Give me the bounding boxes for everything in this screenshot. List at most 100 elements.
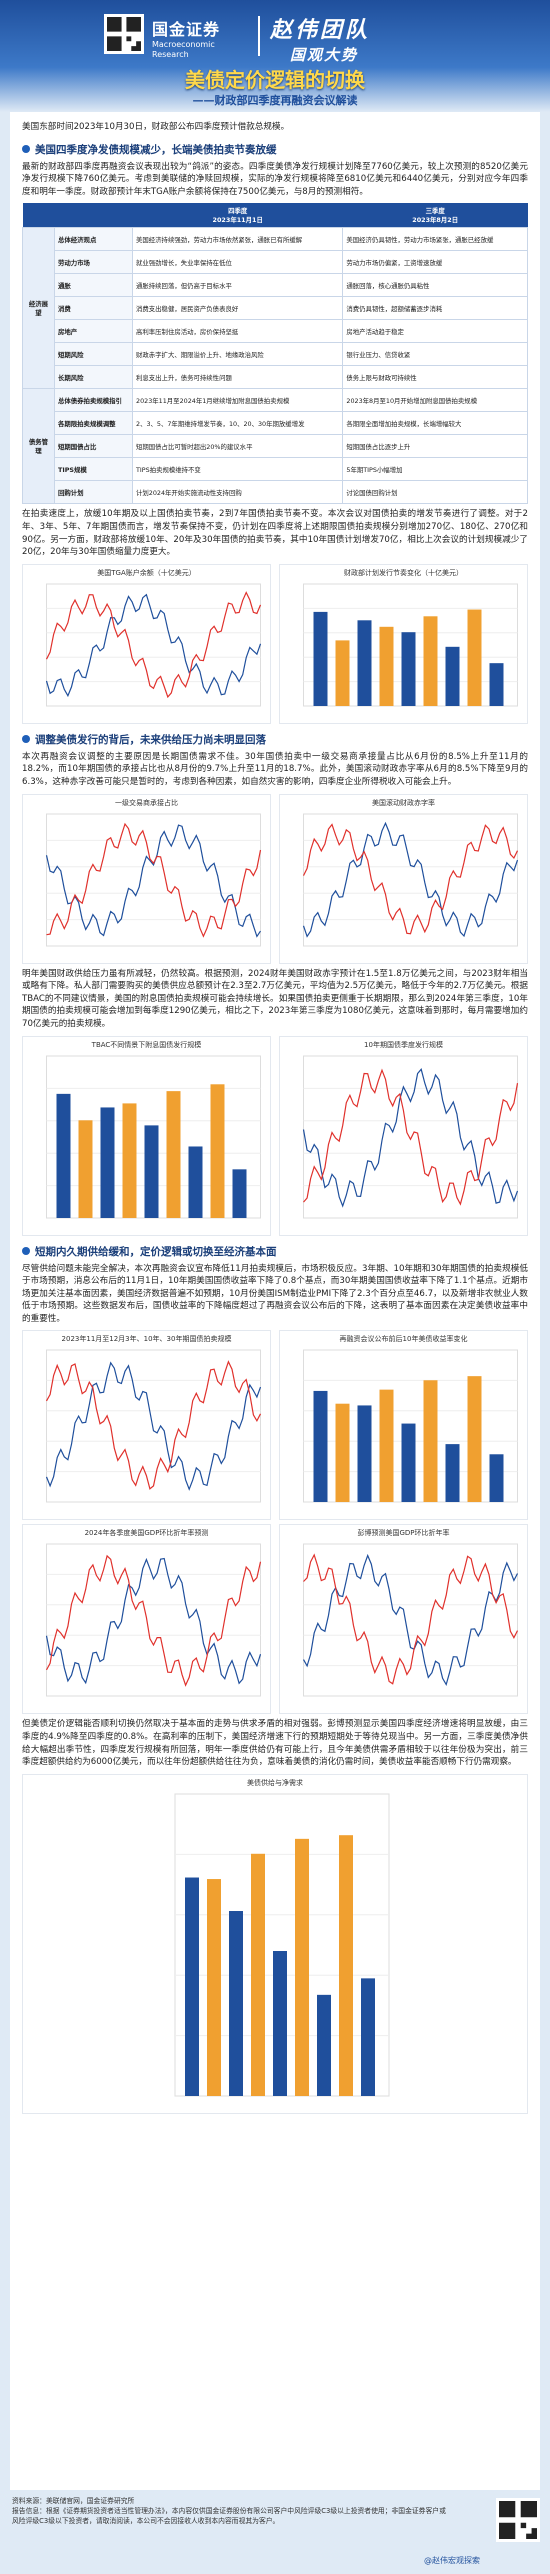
category: 经济展望 (22, 227, 55, 390)
cell: 美国经济持续强劲，劳动力市场依然紧张，通胀已有所缓解 (131, 227, 344, 252)
cell: 利息支出上升，债务可持续性问题 (131, 365, 344, 390)
table-row: 消费 消费支出稳健，居民资产负债表良好 消费仍具韧性，超额储蓄逐步消耗 (23, 296, 528, 321)
chart-image (302, 1543, 519, 1697)
figure-row: 一级交易商承接占比 美国滚动财政赤字率 (22, 793, 528, 964)
team: 赵伟团队 国观大势 (270, 12, 370, 65)
cell: 总体债券拍卖规模指引 (54, 388, 133, 413)
figure: 美国TGA账户余额（十亿美元） (22, 563, 271, 724)
cell: 讨论国债回购计划 (342, 480, 528, 505)
figure: 彭博预测美国GDP环比折年率 (279, 1524, 528, 1715)
chart-image (45, 583, 262, 707)
figure: 美债供给与净需求 (22, 1773, 528, 2114)
th: 四季度 2023年11月1日 (132, 203, 343, 228)
chart-image (45, 1543, 262, 1697)
figure-title: 10年期国债季度发行规模 (364, 1040, 443, 1049)
cell: 财政赤字扩大、期限溢价上升、地缘政治风险 (131, 342, 344, 367)
figure-title: 2023年11月至12月3年、10年、30年期国债拍卖规模 (61, 1335, 232, 1344)
chart-image (303, 1349, 518, 1503)
cell: 回购计划 (54, 480, 133, 505)
table-row: 各期限拍卖规模调整 2、3、5、7年期维持增发节奏，10、20、30年期放缓增发各… (23, 411, 528, 436)
table-header: 四季度 2023年11月1日 三季度 2023年8月2日 (22, 203, 528, 228)
cell: 短期风险 (54, 342, 133, 367)
cell: 通胀持续回落，但仍高于目标水平 (131, 273, 344, 298)
title: 美债定价逻辑的切换 (185, 68, 365, 92)
figure-row: 美国TGA账户余额（十亿美元） 财政部计划发行节奏变化（十亿美元） (22, 563, 528, 724)
cell: 消费支出稳健，居民资产负债表良好 (131, 296, 344, 321)
cell: 通胀回落，核心通胀仍具粘性 (342, 273, 528, 298)
cell: 劳动力市场仍偏紧，工资增速放缓 (342, 250, 528, 275)
cell: 消费 (54, 296, 133, 321)
qr-code (496, 2498, 540, 2542)
cell: 2、3、5、7年期维持增发节奏，10、20、30年期放缓增发 (131, 411, 344, 436)
figure: 再融资会议公布前后10年美债收益率变化 (279, 1330, 528, 1521)
cell: 各期限拍卖规模调整 (54, 411, 133, 436)
table: 四季度 2023年11月1日 三季度 2023年8月2日 经济展望 总体经济观点 美国经… (22, 203, 528, 505)
chart-image (302, 1055, 519, 1218)
table-row: 回购计划 计划2024年开始实施流动性支持回购 讨论国债回购计划 (23, 480, 528, 505)
cell: 房地产活动趋于稳定 (342, 319, 528, 344)
cell: 2023年8月至10月开始增加附息国债拍卖规模 (342, 388, 528, 413)
figure-title: 2024年各季度美国GDP环比折年率预测 (84, 1529, 209, 1538)
table-row: TIPS规模 TIPS拍卖规模维持不变 5年期TIPS小幅增加 (23, 457, 528, 482)
table-row: 债务管理 总体债券拍卖规模指引 2023年11月至2024年1月继续增加附息国债拍卖… (22, 388, 528, 505)
figure-row: 2024年各季度美国GDP环比折年率预测 彭博预测美国GDP环比折年率 (22, 1524, 528, 1715)
figure-title: 美国滚动财政赤字率 (372, 798, 435, 807)
subtitle: ——财政部四季度再融资会议解读 (192, 94, 358, 107)
section-heading: 短期内久期供给缓和，定价逻辑或切换至经济基本面 (22, 1244, 528, 1259)
cell: 房地产 (54, 319, 133, 344)
table-row: 劳动力市场 就业强劲增长，失业率保持在低位 劳动力市场仍偏紧，工资增速放缓 (23, 250, 528, 275)
cell: 短期国债占比可暂时超出20%的建议水平 (131, 434, 344, 459)
disclaimer: 报告信息：根据《证券期货投资者适当性管理办法》，本内容仅供国金证券股份有限公司客… (12, 2507, 446, 2525)
cell: 消费仍具韧性，超额储蓄逐步消耗 (342, 296, 528, 321)
cell: 计划2024年开始实施流动性支持回购 (131, 480, 344, 505)
figure-title: 美债供给与净需求 (247, 1778, 303, 1787)
cell: 短期国债占比 (54, 434, 133, 459)
table-row: 长期风险 利息支出上升，债务可持续性问题 债务上限与财政可持续性 (23, 365, 528, 390)
figure: 2023年11月至12月3年、10年、30年期国债拍卖规模 (22, 1330, 271, 1521)
figure: 10年期国债季度发行规模 (279, 1035, 528, 1236)
brand: 国金证券 Macroeconomic Research (152, 16, 222, 60)
figure-title: 财政部计划发行节奏变化（十亿美元） (344, 568, 463, 577)
bullet (22, 1247, 30, 1255)
chart-image (302, 813, 519, 947)
divider (258, 16, 260, 56)
table-row: 短期风险 财政赤字扩大、期限溢价上升、地缘政治风险 银行业压力、信贷收紧 (23, 342, 528, 367)
figure-title: 美国TGA账户余额（十亿美元） (97, 568, 196, 577)
cell: 银行业压力、信贷收紧 (342, 342, 528, 367)
paragraph: 尽管供给问题未能完全解决，本次再融资会议宣布降低11月拍卖规模后，市场积极反应。… (22, 1263, 528, 1324)
chart-image (303, 583, 518, 707)
paragraph: 在拍卖速度上，放缓10年期及以上国债拍卖节奏，2到7年国债拍卖节奏不变。本次会议… (22, 509, 528, 558)
section-heading: 美国四季度净发债规模减少，长端美债拍卖节奏放缓 (22, 142, 528, 157)
table-row: 短期国债占比 短期国债占比可暂时超出20%的建议水平 短期国债占比逐步上升 (23, 434, 528, 459)
cell: 长期风险 (54, 365, 133, 390)
content: 美国东部时间2023年10月30日，财政部公布四季度预计借款总规模。 美国四季度… (10, 112, 540, 2490)
th: 三季度 2023年8月2日 (342, 203, 528, 228)
table-row: 通胀 通胀持续回落，但仍高于目标水平 通胀回落，核心通胀仍具粘性 (23, 273, 528, 298)
section-heading: 调整美债发行的背后，未来供给压力尚未明显回落 (22, 732, 528, 747)
figure-title: 再融资会议公布前后10年美债收益率变化 (339, 1335, 468, 1344)
chart-image (45, 813, 262, 947)
figure-row: 美债供给与净需求 (22, 1773, 528, 2114)
cell: 债务上限与财政可持续性 (342, 365, 528, 390)
figure-row: TBAC不同情景下附息国债发行规模 10年期国债季度发行规模 (22, 1035, 528, 1236)
source: 资料来源：美联储官网，国金证券研究所 (12, 2497, 135, 2505)
footer: 资料来源：美联储官网，国金证券研究所 报告信息：根据《证券期货投资者适当性管理办… (0, 2490, 550, 2574)
figure: 2024年各季度美国GDP环比折年率预测 (22, 1524, 271, 1715)
th (54, 203, 133, 228)
team-name: 赵伟团队 (270, 17, 371, 43)
heading-text: 短期内久期供给缓和，定价逻辑或切换至经济基本面 (35, 1245, 277, 1258)
cell: 短期国债占比逐步上升 (342, 434, 528, 459)
cell: 就业强劲增长，失业率保持在低位 (131, 250, 344, 275)
figure: TBAC不同情景下附息国债发行规模 (22, 1035, 271, 1236)
chart-image (174, 1793, 390, 2097)
cell: TIPS拍卖规模维持不变 (131, 457, 344, 482)
header: 国金证券 Macroeconomic Research 赵伟团队 国观大势 美债定价… (0, 0, 550, 112)
figure: 美国滚动财政赤字率 (279, 793, 528, 964)
figure: 一级交易商承接占比 (22, 793, 271, 964)
table-row: 房地产 高利率压制住房活动，房价保持坚挺 房地产活动趋于稳定 (23, 319, 528, 344)
figure-title: TBAC不同情景下附息国债发行规模 (91, 1040, 202, 1049)
paragraph: 最新的财政部四季度再融资会议表现出较为“鸽派”的姿态。四季度美债净发行规模计划降… (22, 161, 528, 197)
paragraph: 本次再融资会议调整的主要原因是长期国债需求不佳。30年国债拍卖中一级交易商承接量… (22, 751, 528, 787)
heading-text: 调整美债发行的背后，未来供给压力尚未明显回落 (35, 733, 266, 746)
category: 债务管理 (22, 388, 55, 505)
